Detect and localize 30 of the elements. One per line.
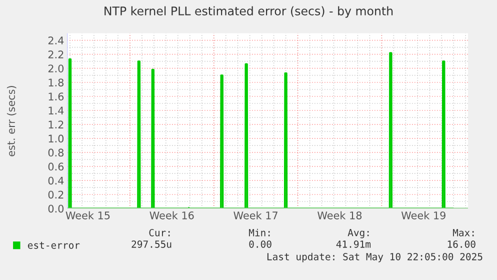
x-tick-label: Week 19 — [401, 211, 446, 220]
y-tick-label: 1.8 — [48, 78, 64, 86]
text: Avg: — [348, 229, 369, 238]
y-tick-label: 1.2 — [48, 120, 64, 128]
y-tick-label: 2.2 — [48, 50, 64, 58]
text: 41.91m — [336, 240, 371, 248]
x-tick-label: Week 16 — [150, 211, 194, 220]
y-tick-label: 0.4 — [48, 176, 64, 185]
text: 0.00 — [249, 240, 272, 248]
text: Cur: — [149, 228, 170, 236]
y-tick-label: 0.8 — [48, 148, 64, 157]
y-tick-label: 0.0 — [48, 204, 64, 213]
y-tick-label: 2.0 — [48, 64, 64, 72]
x-tick-label: Week 18 — [318, 211, 362, 220]
text: Min: — [248, 228, 270, 236]
legend-label: est-error — [28, 242, 80, 249]
y-tick-label: 2.4 — [48, 36, 64, 44]
x-tick-label: Week 17 — [234, 211, 278, 220]
text: Max: — [452, 229, 474, 236]
x-tick-label: Week 15 — [66, 211, 110, 220]
text: 297.55u — [132, 240, 172, 248]
y-tick-label: 1.4 — [48, 106, 64, 114]
chart-title: NTP kernel PLL estimated error (secs) - by month — [104, 6, 393, 18]
text: 16.00 — [448, 240, 476, 248]
text: Last update: Sat May 10 22:05:00 2025 — [267, 252, 482, 262]
y-tick-label: 0.2 — [48, 190, 64, 199]
y-axis-title: est. err (secs) — [6, 86, 16, 156]
y-tick-label: 0.6 — [48, 162, 64, 171]
y-tick-label: 1.6 — [48, 92, 64, 100]
y-tick-label: 1.0 — [48, 134, 64, 143]
